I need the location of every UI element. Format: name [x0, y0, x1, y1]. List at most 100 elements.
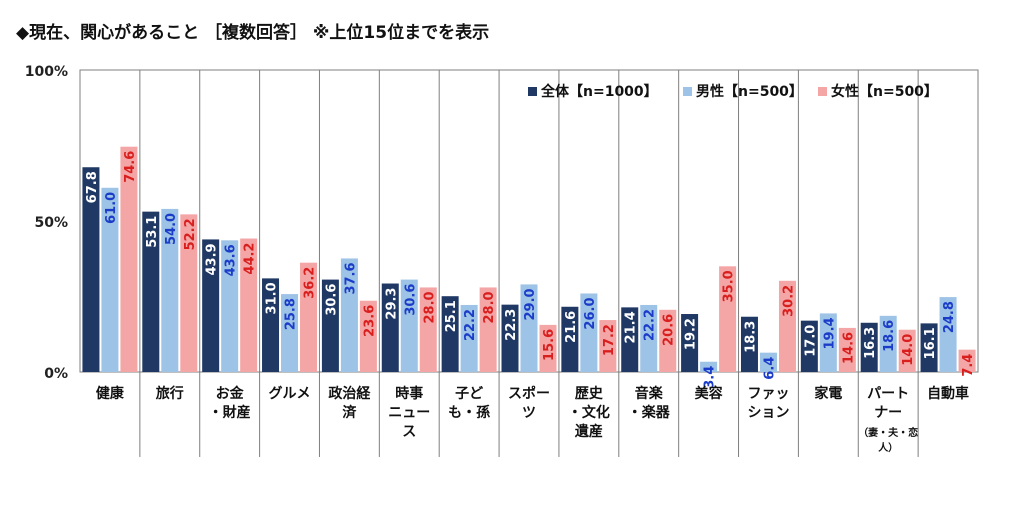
bar: [740, 316, 758, 372]
category-label: スポー: [508, 385, 550, 402]
bar: [262, 278, 280, 372]
bar: [441, 296, 459, 372]
data-label: 29.0: [523, 288, 538, 320]
y-tick-label: 50%: [34, 215, 68, 231]
bar: [659, 309, 677, 372]
data-label: 67.8: [85, 171, 100, 203]
bar: [520, 284, 538, 372]
category-label: 家電: [814, 385, 842, 402]
data-label: 14.0: [901, 334, 916, 366]
legend-swatch: [683, 87, 692, 96]
data-label: 74.6: [123, 151, 138, 183]
bar: [719, 266, 737, 372]
bar: [501, 304, 519, 372]
bar: [419, 287, 437, 372]
bar: [640, 304, 658, 372]
chart-title: ◆現在、関心があること ［複数回答］ ※上位15位までを表示: [16, 23, 490, 43]
data-label: 30.6: [403, 284, 418, 316]
y-tick-label: 0%: [44, 366, 68, 382]
legend-label: 全体【n=1000】: [540, 83, 658, 100]
bar: [539, 324, 557, 372]
bar: [101, 187, 119, 372]
category-label: ション: [747, 405, 789, 421]
data-label: 19.4: [822, 317, 837, 349]
bar: [359, 300, 377, 372]
bar: [381, 283, 399, 372]
category-label: （妻・夫・恋: [858, 426, 918, 439]
data-label: 21.6: [564, 311, 579, 343]
category-label: 健康: [96, 385, 125, 402]
data-label: 23.6: [362, 305, 377, 337]
bar: [759, 352, 777, 372]
category-label: 音楽: [635, 385, 664, 402]
data-label: 22.3: [504, 309, 519, 341]
data-label: 20.6: [662, 314, 677, 346]
category-label: パート: [867, 386, 909, 402]
data-label: 14.6: [841, 332, 856, 364]
bar: [142, 211, 160, 372]
category-label: ツ: [522, 405, 536, 421]
data-label: 52.2: [183, 218, 198, 250]
bar: [860, 322, 878, 372]
data-label: 17.0: [803, 325, 818, 357]
category-label: 歴史: [575, 386, 604, 402]
bar: [819, 313, 837, 372]
data-label: 7.4: [961, 354, 976, 377]
bar: [621, 307, 639, 372]
category-label: ス: [402, 424, 416, 440]
data-label: 18.3: [743, 321, 758, 353]
data-label: 26.0: [583, 297, 598, 329]
bar: [838, 327, 856, 372]
y-tick-label: 100%: [25, 64, 68, 80]
data-label: 6.4: [762, 357, 777, 380]
data-label: 31.0: [265, 282, 280, 314]
category-label: グルメ: [269, 385, 311, 402]
bar: [800, 320, 818, 372]
category-label: ニュー: [388, 405, 430, 421]
bar: [340, 258, 358, 372]
bar: [958, 349, 976, 372]
data-label: 30.2: [781, 285, 796, 317]
data-label: 36.2: [303, 267, 318, 299]
data-label: 21.4: [624, 311, 639, 343]
category-label: ファッ: [747, 386, 789, 402]
data-label: 22.2: [643, 309, 658, 341]
data-label: 28.0: [482, 291, 497, 323]
bar: [281, 294, 299, 372]
bar: [460, 304, 478, 372]
data-label: 18.6: [882, 320, 897, 352]
data-label: 54.0: [164, 213, 179, 245]
bar: [120, 146, 138, 372]
bar: [180, 214, 198, 372]
category-label: ・楽器: [628, 404, 671, 421]
data-label: 17.2: [602, 324, 617, 356]
bar: [778, 280, 796, 372]
data-label: 16.3: [863, 327, 878, 359]
category-label: 政治経: [328, 385, 371, 402]
category-label: 済: [342, 404, 357, 421]
data-label: 16.1: [923, 327, 938, 359]
bar: [939, 297, 957, 372]
legend-label: 女性【n=500】: [831, 83, 938, 100]
data-label: 53.1: [145, 216, 160, 248]
bar: [479, 287, 497, 372]
data-label: 29.3: [384, 288, 399, 320]
data-label: 43.6: [224, 244, 239, 276]
bar: [920, 323, 938, 372]
legend-label: 男性【n=500】: [696, 83, 803, 100]
bar: [400, 279, 418, 372]
data-label: 25.8: [284, 298, 299, 330]
category-label: 自動車: [927, 385, 969, 402]
data-label: 61.0: [104, 192, 119, 224]
category-label: 子ど: [455, 386, 483, 402]
data-label: 28.0: [422, 291, 437, 323]
bar: [202, 239, 220, 372]
category-label: 美容: [695, 385, 723, 402]
category-label: ・文化: [568, 404, 610, 421]
bar: [681, 314, 699, 372]
bar: [300, 262, 318, 372]
category-label: ナー: [874, 405, 902, 421]
bar: [700, 361, 718, 372]
data-label: 44.2: [243, 243, 258, 275]
data-label: 35.0: [722, 270, 737, 302]
